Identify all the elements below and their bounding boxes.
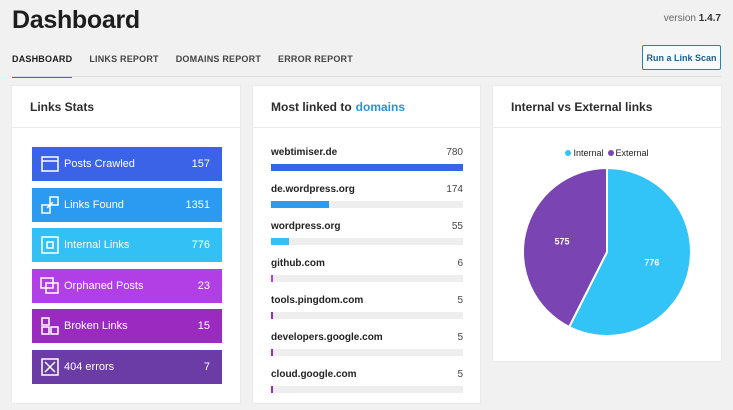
domain-bar-track <box>271 275 463 282</box>
stacked-windows-icon <box>40 276 60 296</box>
legend-label: External <box>615 148 649 158</box>
legend-swatch <box>565 150 572 156</box>
domains-card: Most linked to domains webtimiser.de 780 d… <box>253 86 480 403</box>
domain-count: 174 <box>446 184 463 195</box>
stat-label: Links Found <box>64 198 124 211</box>
tab-dashboard[interactable]: DASHBOARD <box>12 54 73 78</box>
tab-domains-report[interactable]: DOMAINS REPORT <box>175 54 262 64</box>
pie-label-external: 575 <box>555 236 570 246</box>
domain-bar-fill <box>271 164 463 171</box>
stat-internal-links[interactable]: Internal Links 776 <box>32 228 222 262</box>
domains-title-prefix: Most linked to <box>271 99 352 114</box>
domain-name[interactable]: webtimiser.de <box>271 147 338 158</box>
stat-label: 404 errors <box>64 360 115 373</box>
browser-window-icon <box>40 154 60 174</box>
domain-row: wordpress.org 55 <box>271 221 463 245</box>
tab-links-report[interactable]: LINKS REPORT <box>89 54 159 64</box>
domain-count: 5 <box>457 295 463 306</box>
domains-title: Most linked to domains <box>253 86 480 128</box>
stat-value: 776 <box>191 239 210 251</box>
domain-count: 5 <box>457 332 463 343</box>
pie-slice-external[interactable] <box>522 166 608 329</box>
legend-item-external[interactable]: External <box>607 148 649 158</box>
stat-label: Orphaned Posts <box>64 279 144 292</box>
domain-bar-fill <box>271 238 290 245</box>
links-stats-card: Links Stats Posts Crawled 157 Links Found 1… <box>12 86 240 403</box>
version-number: 1.4.7 <box>698 13 721 24</box>
legend-item-internal[interactable]: Internal <box>565 148 604 158</box>
domain-bar-track <box>271 386 463 393</box>
version-info: version 1.4.7 <box>664 13 721 24</box>
domain-row: github.com 6 <box>271 258 463 282</box>
stat-value: 23 <box>197 279 210 292</box>
stat-value: 7 <box>203 360 210 373</box>
domain-bar-track <box>271 164 463 171</box>
domain-name[interactable]: cloud.google.com <box>271 369 357 380</box>
domain-count: 6 <box>457 258 463 269</box>
domain-name[interactable]: github.com <box>271 258 325 269</box>
chart-legend: Internal External <box>493 148 721 158</box>
stat-value: 15 <box>197 320 210 332</box>
legend-label: Internal <box>573 148 604 158</box>
tabs-divider <box>12 76 721 77</box>
domain-name[interactable]: tools.pingdom.com <box>271 295 364 306</box>
internal-external-card: Internal vs External links Internal Exter… <box>493 86 721 361</box>
square-target-icon <box>40 235 60 255</box>
pie-chart: 776 575 <box>522 166 692 337</box>
domain-count: 5 <box>457 369 463 380</box>
run-link-scan-button[interactable]: Run a Link Scan <box>642 45 721 70</box>
stat-label: Broken Links <box>64 320 128 332</box>
link-icon <box>40 195 60 215</box>
domain-count: 55 <box>451 221 463 232</box>
domains-title-accent[interactable]: domains <box>355 99 406 114</box>
stat-value: 157 <box>191 158 210 170</box>
nav-tabs: DASHBOARD LINKS REPORT DOMAINS REPORT ER… <box>12 54 370 78</box>
domain-row: cloud.google.com 5 <box>271 369 463 393</box>
domain-count: 780 <box>446 147 463 158</box>
domain-name[interactable]: wordpress.org <box>271 221 341 232</box>
x-box-icon <box>40 357 60 377</box>
stat-label: Internal Links <box>64 239 130 251</box>
domain-bar-fill <box>271 312 274 319</box>
domain-name[interactable]: de.wordpress.org <box>271 184 355 195</box>
domain-row: tools.pingdom.com 5 <box>271 295 463 319</box>
stat-404-errors[interactable]: 404 errors 7 <box>32 349 222 384</box>
domain-bar-track <box>271 201 463 208</box>
domain-bar-fill <box>271 275 274 282</box>
legend-swatch <box>607 150 614 156</box>
stat-value: 1351 <box>185 198 210 211</box>
tab-error-report[interactable]: ERROR REPORT <box>278 54 353 64</box>
broken-link-icon <box>40 316 60 336</box>
domain-bar-track <box>271 349 463 356</box>
pie-label-internal: 776 <box>644 258 659 268</box>
version-label: version <box>663 13 696 24</box>
stat-label: Posts Crawled <box>64 158 135 170</box>
links-stats-title: Links Stats <box>12 86 240 128</box>
domain-bar-fill <box>271 201 329 208</box>
stat-broken-links[interactable]: Broken Links 15 <box>32 309 222 343</box>
domain-bar-fill <box>271 386 274 393</box>
chart-title: Internal vs External links <box>493 86 721 128</box>
stat-links-found[interactable]: Links Found 1351 <box>32 187 222 222</box>
domain-name[interactable]: developers.google.com <box>271 332 383 343</box>
stat-posts-crawled[interactable]: Posts Crawled 157 <box>32 147 222 181</box>
page-title: Dashboard <box>12 6 140 34</box>
domain-bar-track <box>271 238 463 245</box>
stat-orphaned-posts[interactable]: Orphaned Posts 23 <box>32 268 222 303</box>
domain-row: webtimiser.de 780 <box>271 147 463 171</box>
pie-slice-internal[interactable] <box>567 166 692 337</box>
domain-bar-track <box>271 312 463 319</box>
domain-bar-fill <box>271 349 274 356</box>
domain-row: de.wordpress.org 174 <box>271 184 463 208</box>
domain-row: developers.google.com 5 <box>271 332 463 356</box>
